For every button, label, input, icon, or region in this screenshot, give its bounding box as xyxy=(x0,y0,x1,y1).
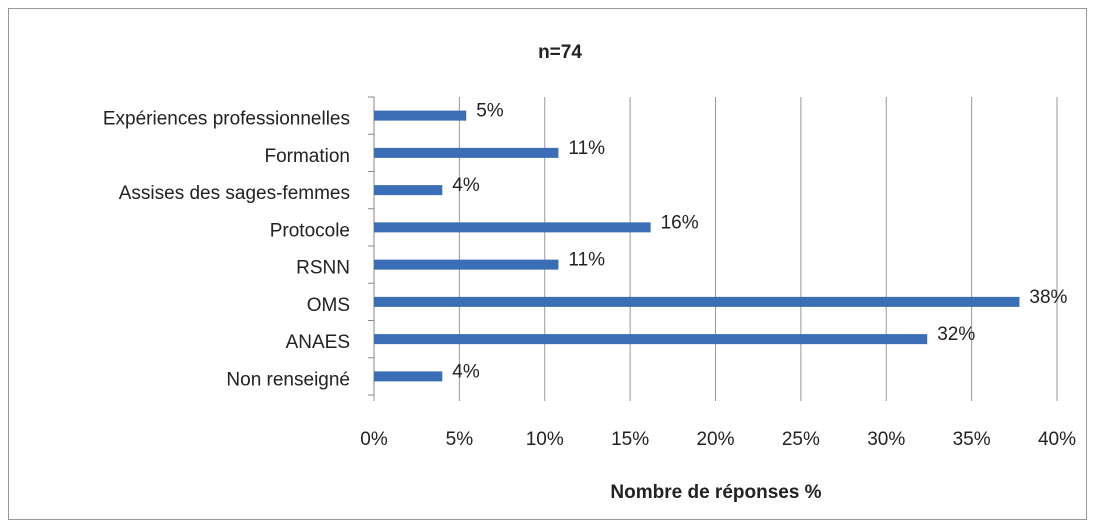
y-tick-label: Formation xyxy=(264,146,350,167)
y-tick-label: Assises des sages-femmes xyxy=(119,183,350,204)
bar xyxy=(374,222,651,233)
chart-title: n=74 xyxy=(538,42,582,63)
x-tick-label: 25% xyxy=(782,429,820,450)
bar xyxy=(374,259,559,270)
data-label: 4% xyxy=(452,361,480,382)
data-label: 11% xyxy=(568,250,605,271)
x-tick-label: 20% xyxy=(696,429,734,450)
y-tick-label: ANAES xyxy=(286,332,350,353)
y-tick-label: Expériences professionnelles xyxy=(103,109,350,130)
bar xyxy=(374,110,467,121)
x-tick-label: 15% xyxy=(611,429,649,450)
data-label: 11% xyxy=(568,138,605,159)
y-tick-label: Protocole xyxy=(270,220,350,241)
x-tick-label: 5% xyxy=(446,429,474,450)
x-tick-label: 40% xyxy=(1038,429,1076,450)
data-label: 38% xyxy=(1029,287,1067,308)
data-label: 16% xyxy=(661,212,699,233)
data-label: 4% xyxy=(452,175,480,196)
x-tick-label: 0% xyxy=(360,429,388,450)
x-axis-title: Nombre de réponses % xyxy=(610,482,821,503)
y-tick-label: OMS xyxy=(307,295,350,316)
x-tick-label: 30% xyxy=(867,429,905,450)
bar xyxy=(374,296,1020,307)
x-tick-label: 35% xyxy=(953,429,991,450)
data-label: 32% xyxy=(937,324,975,345)
bar xyxy=(374,147,559,158)
bar xyxy=(374,334,928,345)
y-tick-label: Non renseigné xyxy=(226,369,350,390)
data-label: 5% xyxy=(476,101,504,122)
bar xyxy=(374,185,443,196)
y-tick-label: RSNN xyxy=(296,258,350,279)
x-tick-label: 10% xyxy=(526,429,564,450)
bar xyxy=(374,371,443,382)
